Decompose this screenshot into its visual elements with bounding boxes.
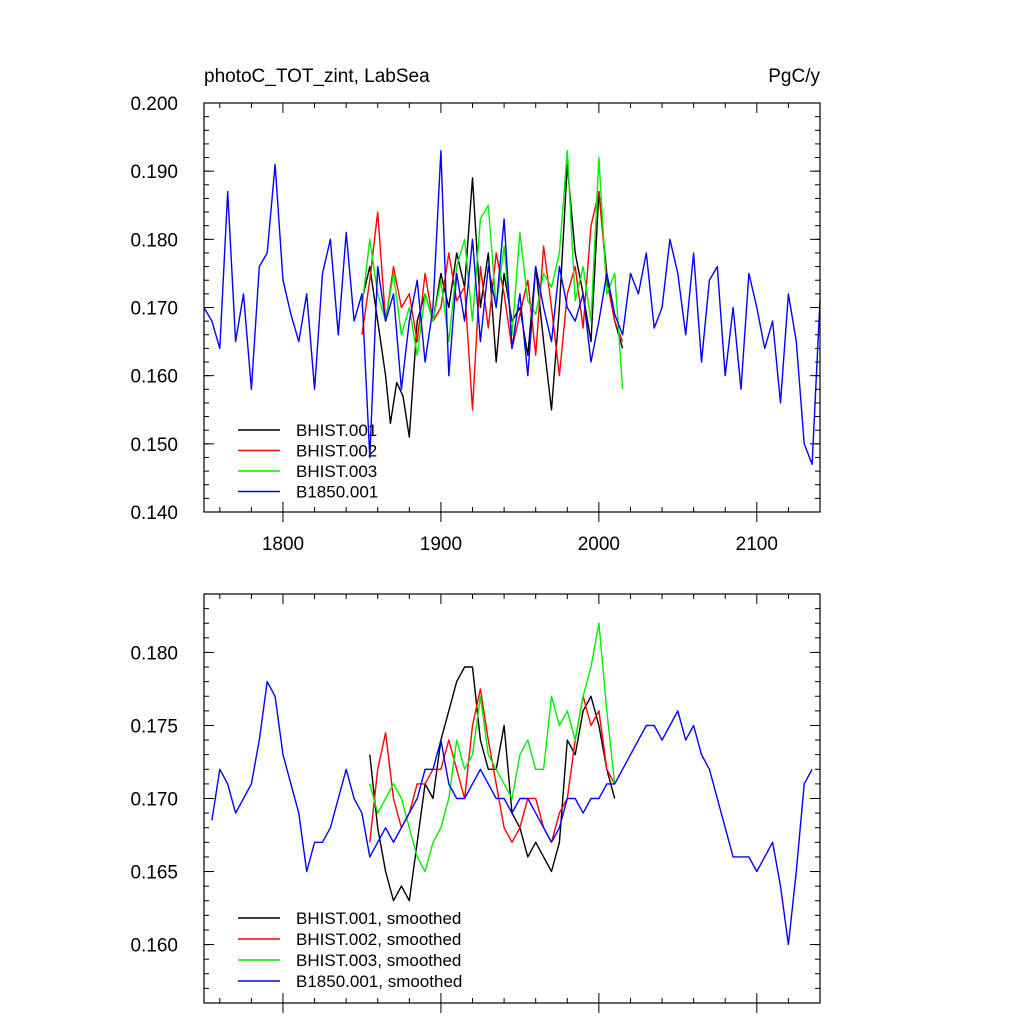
bottom-panel: 0.160 0.165 0.170 0.175 0.180 BHIST.001, smo… — [130, 593, 821, 1013]
legend-label-2: BHIST.003 — [296, 462, 377, 481]
series-line-3 — [203, 149, 821, 465]
legend: BHIST.001, smoothed BHIST.002, smoothed BH… — [238, 909, 462, 991]
x-tick-label: 2100 — [736, 534, 778, 555]
series-line-3 — [211, 680, 813, 946]
legend-label-0: BHIST.001 — [296, 421, 377, 440]
y-tick-label: 0.190 — [130, 162, 178, 183]
legend-label-3: B1850.001 — [296, 483, 378, 502]
y-tick-label: 0.165 — [130, 863, 178, 884]
series-line-2 — [361, 149, 624, 390]
y-tick-label: 0.160 — [130, 936, 178, 957]
series-lines — [211, 622, 813, 946]
legend-label-3: B1850.001, smoothed — [296, 972, 462, 991]
legend-label-1: BHIST.002, smoothed — [296, 930, 461, 949]
x-tick-label: 1900 — [420, 534, 462, 555]
units-label: PgC/y — [768, 66, 820, 87]
y-tick-label: 0.170 — [130, 790, 178, 811]
y-tick-label: 0.200 — [130, 94, 178, 115]
legend-label-0: BHIST.001, smoothed — [296, 909, 461, 928]
y-tick-label: 0.175 — [130, 716, 178, 737]
chart-title: photoC_TOT_zint, LabSea — [204, 66, 430, 87]
series-line-2 — [369, 622, 616, 873]
y-tick-label: 0.180 — [130, 643, 178, 664]
legend-label-1: BHIST.002 — [296, 442, 377, 461]
plot-frame — [203, 593, 821, 1004]
axis-ticks: 1800 1900 2000 2100 0.140 0.150 0.160 0.170 0.18… — [130, 94, 821, 555]
x-tick-label: 2000 — [578, 534, 620, 555]
series-lines — [203, 149, 821, 465]
series-line-0 — [369, 666, 616, 902]
series-line-0 — [361, 163, 624, 438]
y-tick-label: 0.160 — [130, 367, 178, 388]
x-tick-label: 1800 — [262, 534, 304, 555]
top-panel: photoC_TOT_zint, LabSea PgC/y 1800 1900 20… — [130, 66, 821, 555]
legend-label-2: BHIST.003, smoothed — [296, 951, 461, 970]
plot-frame — [203, 102, 821, 513]
y-tick-label: 0.150 — [130, 435, 178, 456]
y-tick-label: 0.180 — [130, 230, 178, 251]
y-tick-label: 0.170 — [130, 299, 178, 320]
axis-ticks: 0.160 0.165 0.170 0.175 0.180 — [130, 593, 821, 1013]
y-tick-label: 0.140 — [130, 503, 178, 524]
